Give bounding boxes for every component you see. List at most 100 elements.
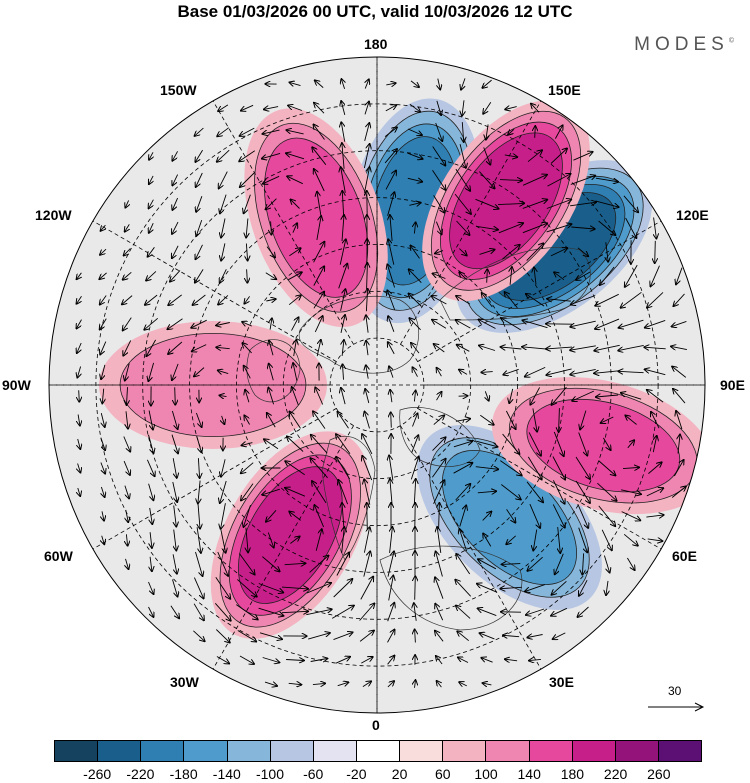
wind-vector	[215, 576, 230, 599]
colorbar-ticks: -260 -220 -180 -140 -100 -60 -20 20 60 100 140 180 2…	[0, 766, 750, 782]
wind-vector	[100, 341, 107, 355]
wind-vector	[673, 389, 686, 404]
wind-vector	[482, 293, 493, 308]
wind-vector	[672, 320, 687, 326]
wind-vector	[651, 265, 660, 287]
wind-vector	[456, 296, 471, 305]
wind-vector	[552, 456, 565, 480]
wind-vector	[409, 294, 422, 307]
wind-vector	[479, 171, 494, 189]
wind-vector	[292, 387, 299, 406]
wind-vector	[342, 503, 344, 530]
wind-vector	[435, 122, 443, 141]
colorbar-tick-label: -220	[126, 766, 155, 782]
wind-vector	[483, 147, 491, 164]
wind-vector	[78, 414, 80, 426]
meridian	[92, 408, 337, 550]
wind-vector	[409, 269, 422, 284]
wind-vector	[678, 435, 680, 454]
wind-vector	[475, 198, 499, 208]
wind-vector	[525, 584, 546, 592]
wind-vector	[415, 630, 416, 643]
wind-vector	[525, 366, 546, 376]
wind-vector	[621, 291, 642, 307]
wind-vector	[410, 457, 418, 480]
wind-vector	[193, 294, 206, 305]
wind-vector	[501, 318, 521, 331]
wind-vector	[242, 343, 252, 354]
colorbar-segment	[572, 741, 616, 761]
wind-vector	[479, 320, 496, 329]
wind-vector	[522, 175, 547, 186]
wind-vector	[364, 167, 370, 193]
wind-vector	[286, 153, 305, 160]
wind-vector	[196, 244, 203, 259]
wind-vector	[432, 320, 447, 329]
wind-vector	[241, 483, 254, 501]
meridian	[400, 425, 542, 670]
wind-vector	[415, 576, 416, 600]
wind-vector	[674, 293, 685, 306]
wind-vector	[244, 416, 250, 425]
lon-label-60w: 60W	[44, 548, 73, 564]
wind-vector	[552, 580, 567, 594]
wind-vector	[553, 632, 566, 639]
wind-vector	[222, 415, 225, 424]
wind-vector	[478, 559, 497, 570]
lon-label-120e: 120E	[676, 207, 709, 223]
wind-vector	[244, 366, 251, 379]
wind-vector	[627, 440, 634, 449]
wind-vector	[294, 340, 297, 357]
wind-vector	[603, 437, 610, 450]
wind-vector	[387, 656, 395, 665]
colorbar-segment	[486, 741, 530, 761]
wind-vector	[552, 386, 567, 405]
wind-vector	[313, 292, 324, 309]
map-title: Base 01/03/2026 00 UTC, valid 10/03/2026…	[177, 2, 573, 21]
wind-vector	[316, 216, 321, 240]
wind-vector	[647, 390, 664, 403]
coastline	[298, 295, 419, 374]
wind-vector	[196, 435, 202, 453]
wind-vector	[434, 344, 445, 353]
wind-vector	[77, 342, 82, 353]
wind-vector	[270, 318, 272, 330]
wind-vector	[258, 583, 283, 593]
wind-vector	[388, 239, 395, 265]
wind-vector	[195, 551, 203, 576]
lon-label-30e: 30E	[549, 674, 574, 690]
wind-vector	[333, 579, 353, 598]
wind-vector	[172, 481, 177, 502]
wind-vector	[146, 271, 157, 280]
wind-vector	[648, 462, 661, 474]
wind-vector	[676, 411, 683, 430]
wind-vector	[483, 102, 492, 113]
wind-vector	[505, 659, 518, 661]
wind-vector	[266, 246, 275, 258]
wind-vector	[172, 363, 179, 380]
wind-vector	[577, 503, 588, 528]
wind-vector	[414, 479, 415, 506]
wind-vector	[310, 458, 328, 479]
wind-vector	[603, 555, 609, 573]
wind-vector	[578, 527, 588, 553]
wind-vector	[477, 491, 496, 493]
wind-vector	[409, 203, 420, 206]
wind-vector	[310, 659, 328, 662]
meridian	[92, 220, 337, 362]
wind-vector	[409, 318, 421, 331]
wind-vector	[313, 266, 324, 286]
wind-vector	[390, 215, 392, 241]
wind-vector	[653, 436, 656, 453]
lon-label-30w: 30W	[170, 674, 199, 690]
wind-vector	[78, 438, 81, 449]
colorbar-tick-label: 140	[517, 766, 541, 782]
wind-vector	[288, 683, 302, 684]
wind-vector	[363, 144, 369, 169]
wind-vector	[627, 557, 634, 570]
wind-vector	[126, 558, 129, 569]
wind-vector	[436, 656, 443, 665]
wind-vector	[218, 295, 229, 304]
wind-vector	[148, 434, 154, 453]
wind-vector	[435, 221, 441, 235]
